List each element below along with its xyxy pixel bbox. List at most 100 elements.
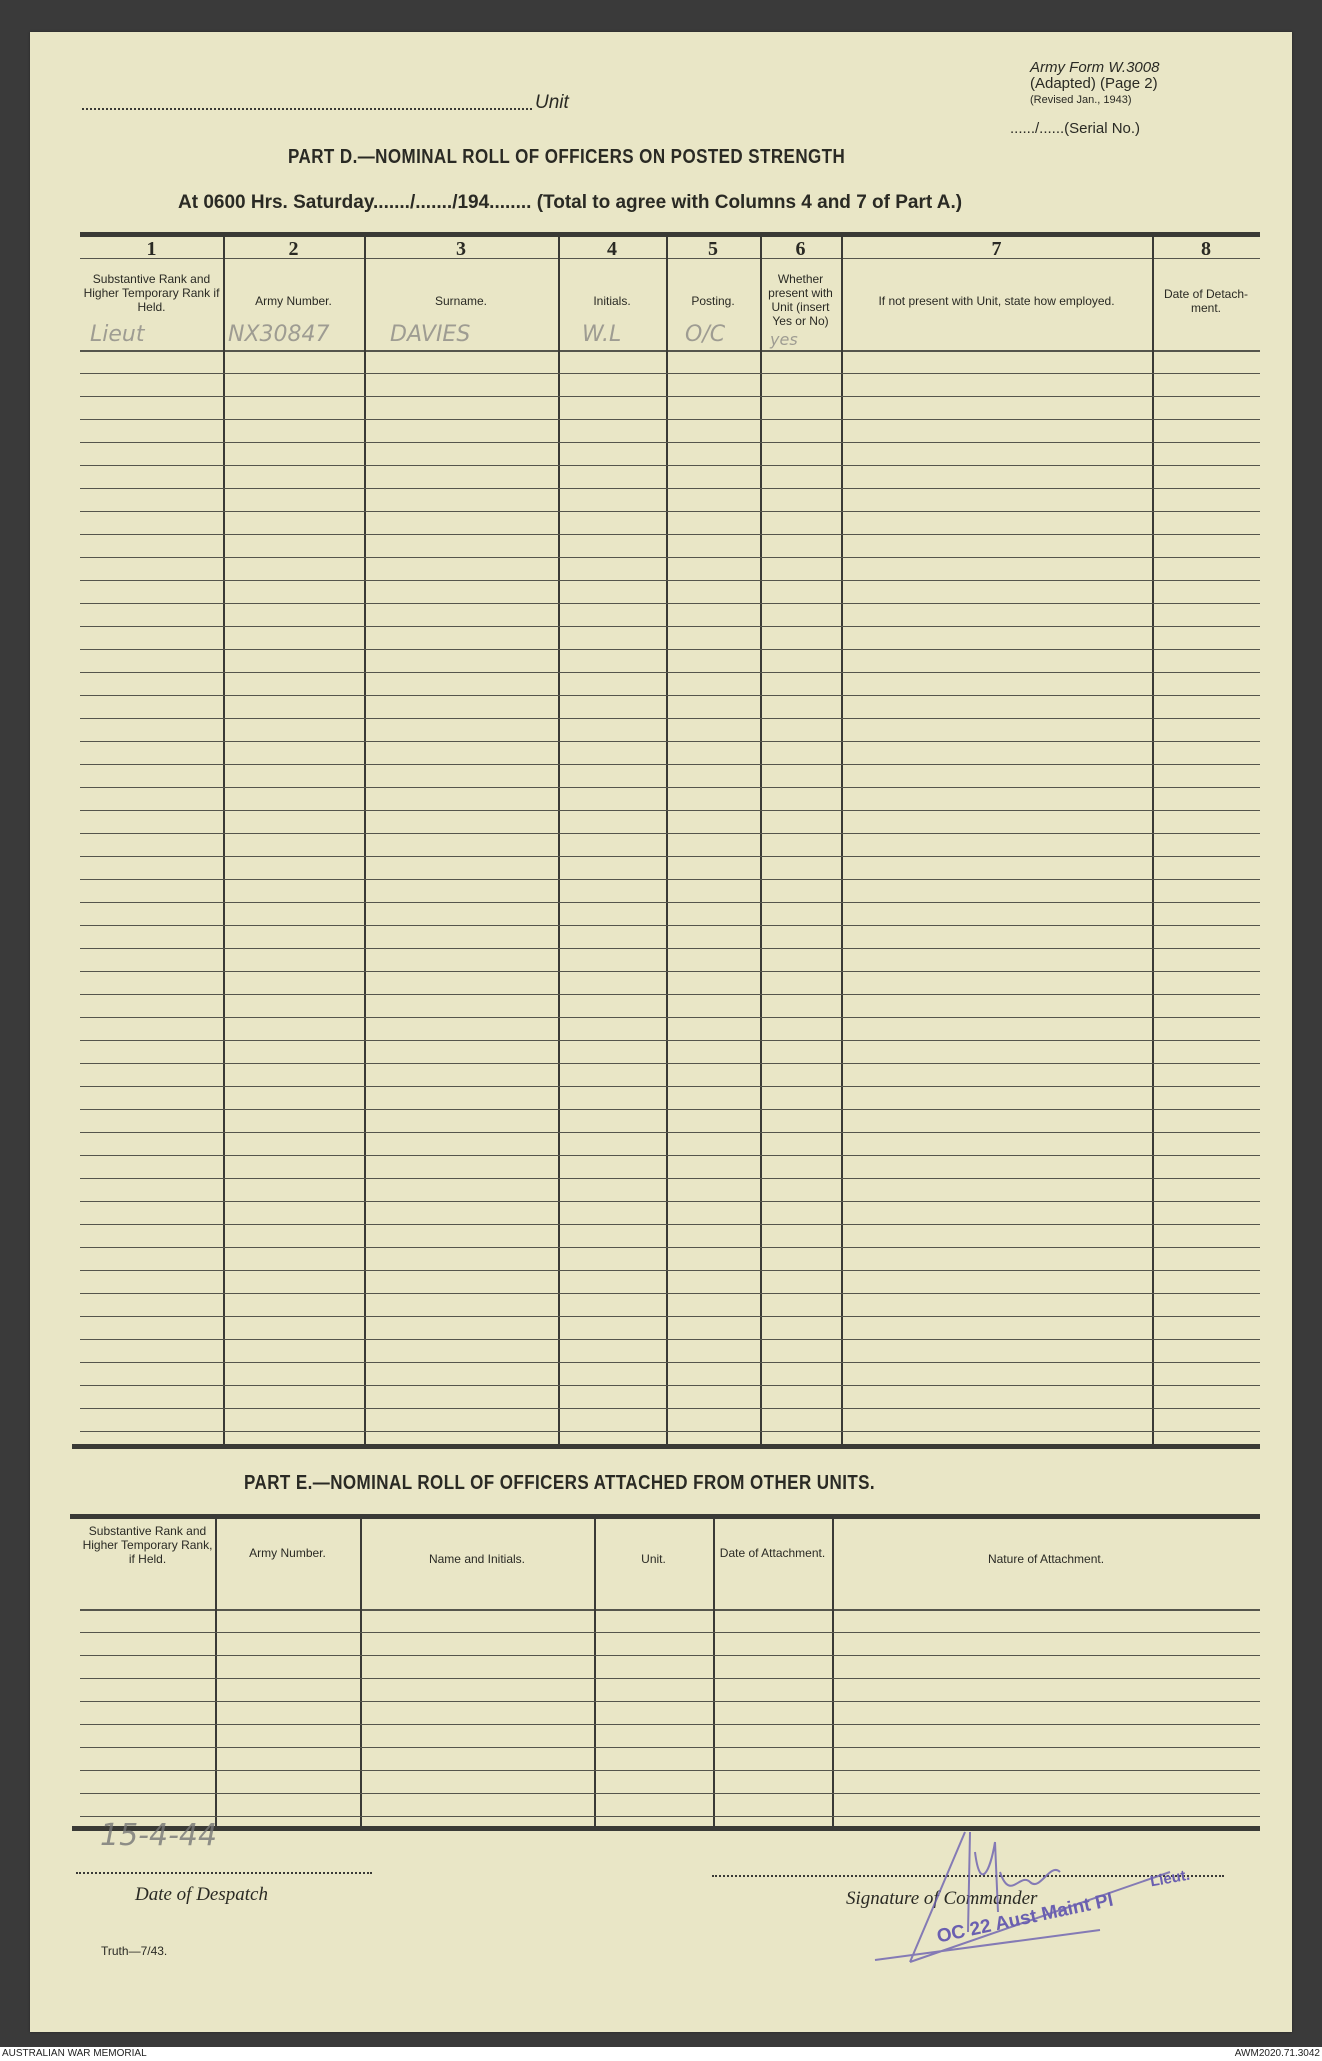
- column-divider: [666, 232, 668, 1444]
- table-row: [80, 488, 1260, 489]
- column-number-rule: [80, 258, 1260, 259]
- column-header: Substantive Rank and Higher Temporary Ra…: [83, 272, 220, 314]
- column-header: Whether present with Unit (insert Yes or…: [768, 272, 833, 328]
- entry-initials: W.L: [582, 322, 622, 347]
- table-row: [80, 925, 1260, 926]
- table-row: [80, 1293, 1260, 1294]
- part-e-column-header: Army Number.: [249, 1546, 326, 1560]
- table-row: [80, 1178, 1260, 1179]
- table-row: [80, 902, 1260, 903]
- column-number: 8: [1201, 238, 1211, 260]
- part-d-title: PART D.—NOMINAL ROLL OF OFFICERS ON POST…: [288, 146, 846, 168]
- table-row: [80, 1655, 1260, 1656]
- despatch-date-handwritten: 15-4-44: [100, 1818, 218, 1853]
- part-e-column-header: Unit.: [641, 1552, 666, 1566]
- column-header: Initials.: [593, 294, 631, 308]
- form-id: Army Form W.3008 (Adapted) (Page 2) (Rev…: [1030, 60, 1159, 108]
- table-row: [80, 465, 1260, 466]
- table-row: [80, 1270, 1260, 1271]
- table-row: [80, 511, 1260, 512]
- table-row: [80, 557, 1260, 558]
- table-row: [80, 626, 1260, 627]
- table-row: [80, 1063, 1260, 1064]
- column-divider: [832, 1514, 834, 1826]
- table-row: [80, 810, 1260, 811]
- entry-present: yes: [770, 330, 798, 349]
- part-e-column-header: Substantive Rank and Higher Temporary Ra…: [82, 1524, 213, 1566]
- column-number: 5: [708, 238, 718, 260]
- table-row: [80, 764, 1260, 765]
- table-row: [80, 649, 1260, 650]
- part-e-column-header: Name and Initials.: [428, 1552, 526, 1566]
- signature-label: Signature of Commander: [846, 1888, 1038, 1909]
- table-row: [80, 1632, 1260, 1633]
- entry-rank: Lieut: [90, 322, 145, 347]
- part-d-top-rule: [80, 232, 1260, 237]
- column-number: 6: [795, 238, 806, 260]
- column-divider: [223, 232, 225, 1444]
- table-row: [80, 1678, 1260, 1679]
- table-row: [80, 1132, 1260, 1133]
- table-row: [80, 718, 1260, 719]
- document-page: Army Form W.3008 (Adapted) (Page 2) (Rev…: [30, 32, 1292, 2032]
- serial-number-label: ....../......(Serial No.): [1010, 120, 1141, 137]
- signature-dotted-line: [712, 1875, 1224, 1877]
- table-row: [80, 1224, 1260, 1225]
- table-row: [80, 580, 1260, 581]
- part-e-header-rule: [80, 1609, 1260, 1611]
- table-row: [80, 1724, 1260, 1725]
- unit-label: Unit: [535, 92, 569, 113]
- table-row: [80, 1816, 1260, 1817]
- table-row: [80, 396, 1260, 397]
- column-number: 4: [607, 238, 617, 260]
- form-id-line1: Army Form W.3008: [1030, 59, 1160, 76]
- column-header: Posting.: [691, 294, 735, 308]
- unit-dotted-line: [82, 108, 532, 110]
- part-e-column-header: Date of Attachment.: [719, 1546, 826, 1560]
- archive-name: AUSTRALIAN WAR MEMORIAL: [2, 2048, 147, 2059]
- column-header: Surname.: [434, 294, 488, 308]
- table-row: [80, 856, 1260, 857]
- table-row: [80, 695, 1260, 696]
- table-row: [80, 1316, 1260, 1317]
- table-row: [80, 1339, 1260, 1340]
- column-number: 3: [456, 238, 466, 260]
- table-row: [80, 787, 1260, 788]
- column-number: 7: [991, 238, 1002, 260]
- table-row: [80, 672, 1260, 673]
- commander-signature: [874, 1831, 1171, 1963]
- table-row: [80, 1109, 1260, 1110]
- table-row: [80, 373, 1260, 374]
- date-of-despatch-label: Date of Despatch: [135, 1884, 268, 1905]
- entry-surname: DAVIES: [390, 322, 471, 347]
- column-header: Army Number.: [255, 294, 332, 308]
- table-row: [80, 879, 1260, 880]
- table-row: [80, 1086, 1260, 1087]
- column-number: 1: [146, 238, 157, 260]
- table-row: [80, 534, 1260, 535]
- table-row: [80, 1155, 1260, 1156]
- part-d-subtitle: At 0600 Hrs. Saturday......./......./194…: [178, 192, 962, 214]
- table-row: [80, 1017, 1260, 1018]
- table-row: [80, 1040, 1260, 1041]
- table-row: [80, 1701, 1260, 1702]
- column-divider: [1152, 232, 1154, 1444]
- table-row: [80, 1793, 1260, 1794]
- archive-footer: AUSTRALIAN WAR MEMORIAL AWM2020.71.3042: [0, 2047, 1322, 2061]
- table-row: [80, 1385, 1260, 1386]
- column-divider: [215, 1514, 217, 1826]
- table-row: [80, 419, 1260, 420]
- table-row: [80, 1247, 1260, 1248]
- entry-army-number: NX30847: [228, 322, 330, 347]
- column-divider: [360, 1514, 362, 1826]
- table-row: [80, 971, 1260, 972]
- form-id-line2: (Adapted) (Page 2): [1030, 75, 1158, 92]
- table-row: [80, 741, 1260, 742]
- table-row: [80, 442, 1260, 443]
- part-d-date-line: At 0600 Hrs. Saturday......./......./194…: [178, 192, 532, 213]
- printer-mark: Truth—7/43.: [101, 1944, 168, 1958]
- part-e-bottom-rule: [72, 1826, 1260, 1831]
- entry-posting: O/C: [685, 322, 726, 347]
- form-id-line3: (Revised Jan., 1943): [1030, 94, 1132, 106]
- part-e-top-rule: [70, 1514, 1260, 1519]
